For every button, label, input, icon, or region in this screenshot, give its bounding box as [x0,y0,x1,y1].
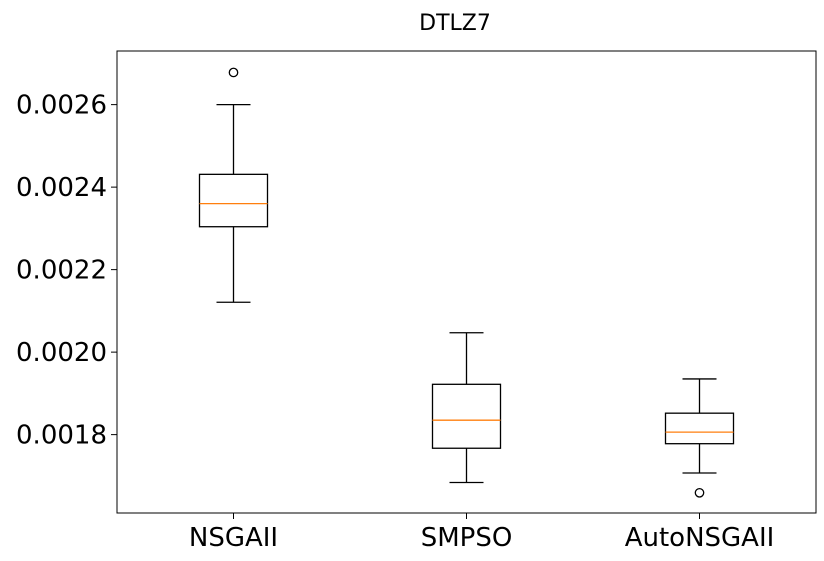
outlier-point [228,67,239,78]
box-series [198,67,735,498]
y-tick-label: 0.0022 [16,256,107,286]
x-tick-label: AutoNSGAII [625,523,775,553]
iqr-box [198,173,269,228]
outlier-point [694,487,705,498]
box-smpso [431,332,502,484]
box-nsgaii [198,67,269,303]
iqr-box [431,383,502,449]
y-axis: 0.0018 0.0020 0.0022 0.0024 0.0026 [16,91,117,451]
x-tick-label: NSGAII [189,523,278,553]
y-tick-label: 0.0018 [16,421,107,451]
y-tick-label: 0.0026 [16,91,107,121]
x-axis: NSGAII SMPSO AutoNSGAII [189,513,774,553]
iqr-box [664,412,735,445]
x-tick-label: SMPSO [421,523,513,553]
chart-title: DTLZ7 [419,11,491,36]
y-tick-label: 0.0020 [16,338,107,368]
box-autonsgaii [664,378,735,498]
y-tick-label: 0.0024 [16,173,107,203]
